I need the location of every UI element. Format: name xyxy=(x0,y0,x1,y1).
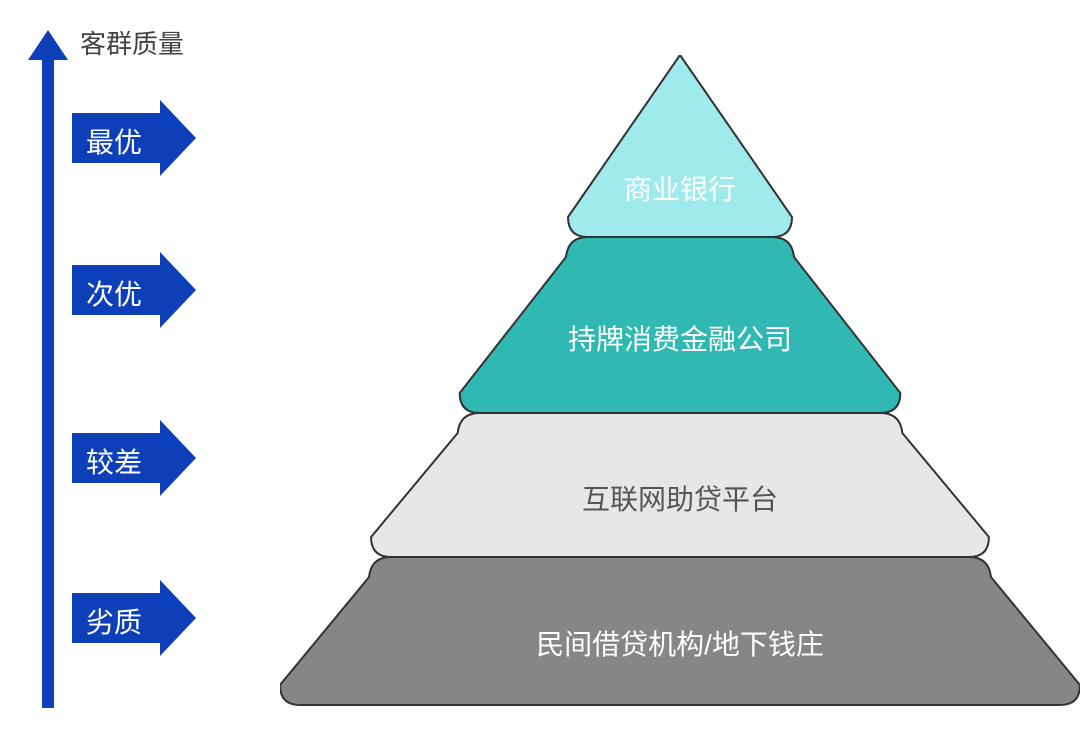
quality-arrow-label: 最优 xyxy=(86,121,142,161)
quality-arrow-0: 最优 xyxy=(72,100,196,181)
quality-arrow-1: 次优 xyxy=(72,252,196,333)
pyramid-tier-label-3: 民间借贷机构/地下钱庄 xyxy=(536,623,824,663)
quality-arrow-label: 劣质 xyxy=(86,601,142,641)
pyramid-tier-0 xyxy=(568,55,792,237)
pyramid-tier-label-2: 互联网助贷平台 xyxy=(582,478,778,518)
quality-arrow-label: 次优 xyxy=(86,273,142,313)
diagram-container: 客群质量 最优次优较差劣质 商业银行持牌消费金融公司互联网助贷平台民间借贷机构/… xyxy=(0,0,1080,756)
pyramid-tier-label-0: 商业银行 xyxy=(624,168,736,208)
quality-arrow-2: 较差 xyxy=(72,420,196,501)
quality-arrow-3: 劣质 xyxy=(72,580,196,661)
quality-arrow-label: 较差 xyxy=(86,441,142,481)
axis-label: 客群质量 xyxy=(80,24,184,61)
pyramid-tier-label-1: 持牌消费金融公司 xyxy=(568,318,792,358)
